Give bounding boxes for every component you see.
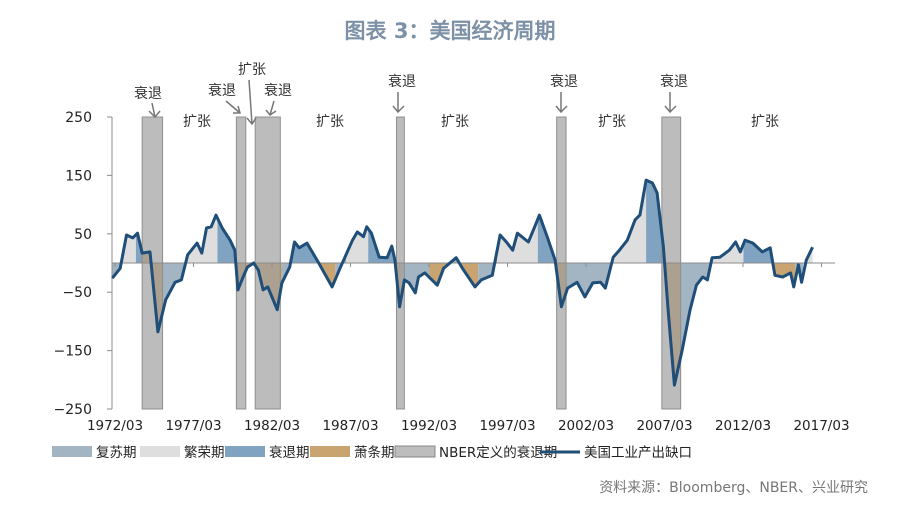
x-tick-label: 1982/03 xyxy=(244,418,300,434)
phase-area-prosperity xyxy=(187,215,218,263)
annotation-label: 扩张 xyxy=(238,62,266,78)
source-note: 资料来源：Bloomberg、NBER、兴业研究 xyxy=(599,480,868,496)
annotation-label: 衰退 xyxy=(208,82,236,99)
phase-area-prosperity xyxy=(497,219,538,263)
legend: 复苏期 繁荣期 衰退期 萧条期 NBER定义的衰退期 美国工业产出缺口 xyxy=(52,444,692,461)
phase-area-depression xyxy=(771,257,796,287)
annotation-recession-2001: 衰退 xyxy=(550,73,578,114)
phase-area-recession xyxy=(743,240,772,263)
annotation-label: 衰退 xyxy=(134,85,162,102)
legend-swatch-recovery xyxy=(52,446,92,457)
phase-area-recovery xyxy=(680,263,711,357)
y-tick-label: 50 xyxy=(74,227,92,243)
x-tick-label: 2017/03 xyxy=(793,418,849,434)
annotation-label: 衰退 xyxy=(660,73,688,90)
phase-area-recovery xyxy=(478,251,497,284)
industrial-output-gap-line xyxy=(111,178,814,387)
y-tick-label: 250 xyxy=(65,110,92,126)
legend-label-recession: 衰退期 xyxy=(269,444,310,461)
phase-area-recovery xyxy=(566,263,612,297)
x-tick-label: 1977/03 xyxy=(165,418,221,434)
phase-area-recovery xyxy=(162,254,188,313)
phase-area-recession xyxy=(368,228,395,263)
phase-area-depression xyxy=(460,263,479,287)
arrow-icon xyxy=(664,92,677,114)
legend-label-prosperity: 繁荣期 xyxy=(184,445,225,461)
x-tick-label: 1997/03 xyxy=(479,418,535,434)
x-tick-label: 1987/03 xyxy=(322,418,378,434)
annotation-expansion: 扩张 xyxy=(751,114,779,130)
y-tick-label: −50 xyxy=(62,285,92,301)
y-tick-label: 150 xyxy=(65,168,92,184)
annotation-recession-1974: 衰退 xyxy=(134,85,162,119)
legend-label-depression: 萧条期 xyxy=(354,444,395,461)
arrow-icon xyxy=(148,102,161,119)
phase-area-recession xyxy=(537,215,554,263)
legend-label-line: 美国工业产出缺口 xyxy=(584,445,692,461)
y-tick-label: −250 xyxy=(54,402,92,418)
legend-label-recovery: 复苏期 xyxy=(96,444,137,461)
annotation-label: 衰退 xyxy=(264,82,292,99)
phase-area-recession xyxy=(135,233,143,263)
annotation-expansion: 扩张 xyxy=(316,114,344,130)
x-tick-label: 2012/03 xyxy=(715,418,771,434)
annotation-expansion: 扩张 xyxy=(183,114,211,130)
phase-area-prosperity xyxy=(346,226,369,263)
arrow-icon xyxy=(225,100,241,114)
annotation-recession-1990: 衰退 xyxy=(388,73,416,114)
arrow-icon xyxy=(392,92,405,114)
arrow-icon xyxy=(265,100,277,117)
annotation-expansion: 扩张 xyxy=(441,114,469,130)
arrow-icon xyxy=(246,79,257,126)
x-tick-label: 2007/03 xyxy=(636,418,692,434)
x-tick-label: 2002/03 xyxy=(558,418,614,434)
legend-swatch-prosperity xyxy=(140,446,180,457)
annotation-recession-1982: 衰退 xyxy=(264,82,292,117)
legend-swatch-depression xyxy=(310,446,350,457)
arrow-icon xyxy=(555,92,568,114)
x-tick-label: 1992/03 xyxy=(401,418,457,434)
annotation-expansion: 扩张 xyxy=(598,114,626,130)
phase-area-recovery xyxy=(401,263,430,298)
annotation-label: 衰退 xyxy=(388,73,416,90)
chart-title: 图表 3：美国经济周期 xyxy=(345,19,556,43)
y-tick-label: −150 xyxy=(54,344,92,360)
legend-label-nber: NBER定义的衰退期 xyxy=(439,444,557,461)
phase-area-prosperity xyxy=(611,180,647,264)
annotation-expansion-1981: 扩张 xyxy=(238,62,266,126)
annotation-recession-2008: 衰退 xyxy=(660,73,688,114)
annotation-recession-1980: 衰退 xyxy=(208,82,241,114)
legend-swatch-nber xyxy=(394,445,436,458)
phase-area-prosperity xyxy=(120,234,136,269)
x-tick-label: 1972/03 xyxy=(87,418,143,434)
legend-swatch-recession xyxy=(225,446,265,457)
annotation-label: 衰退 xyxy=(550,73,578,90)
